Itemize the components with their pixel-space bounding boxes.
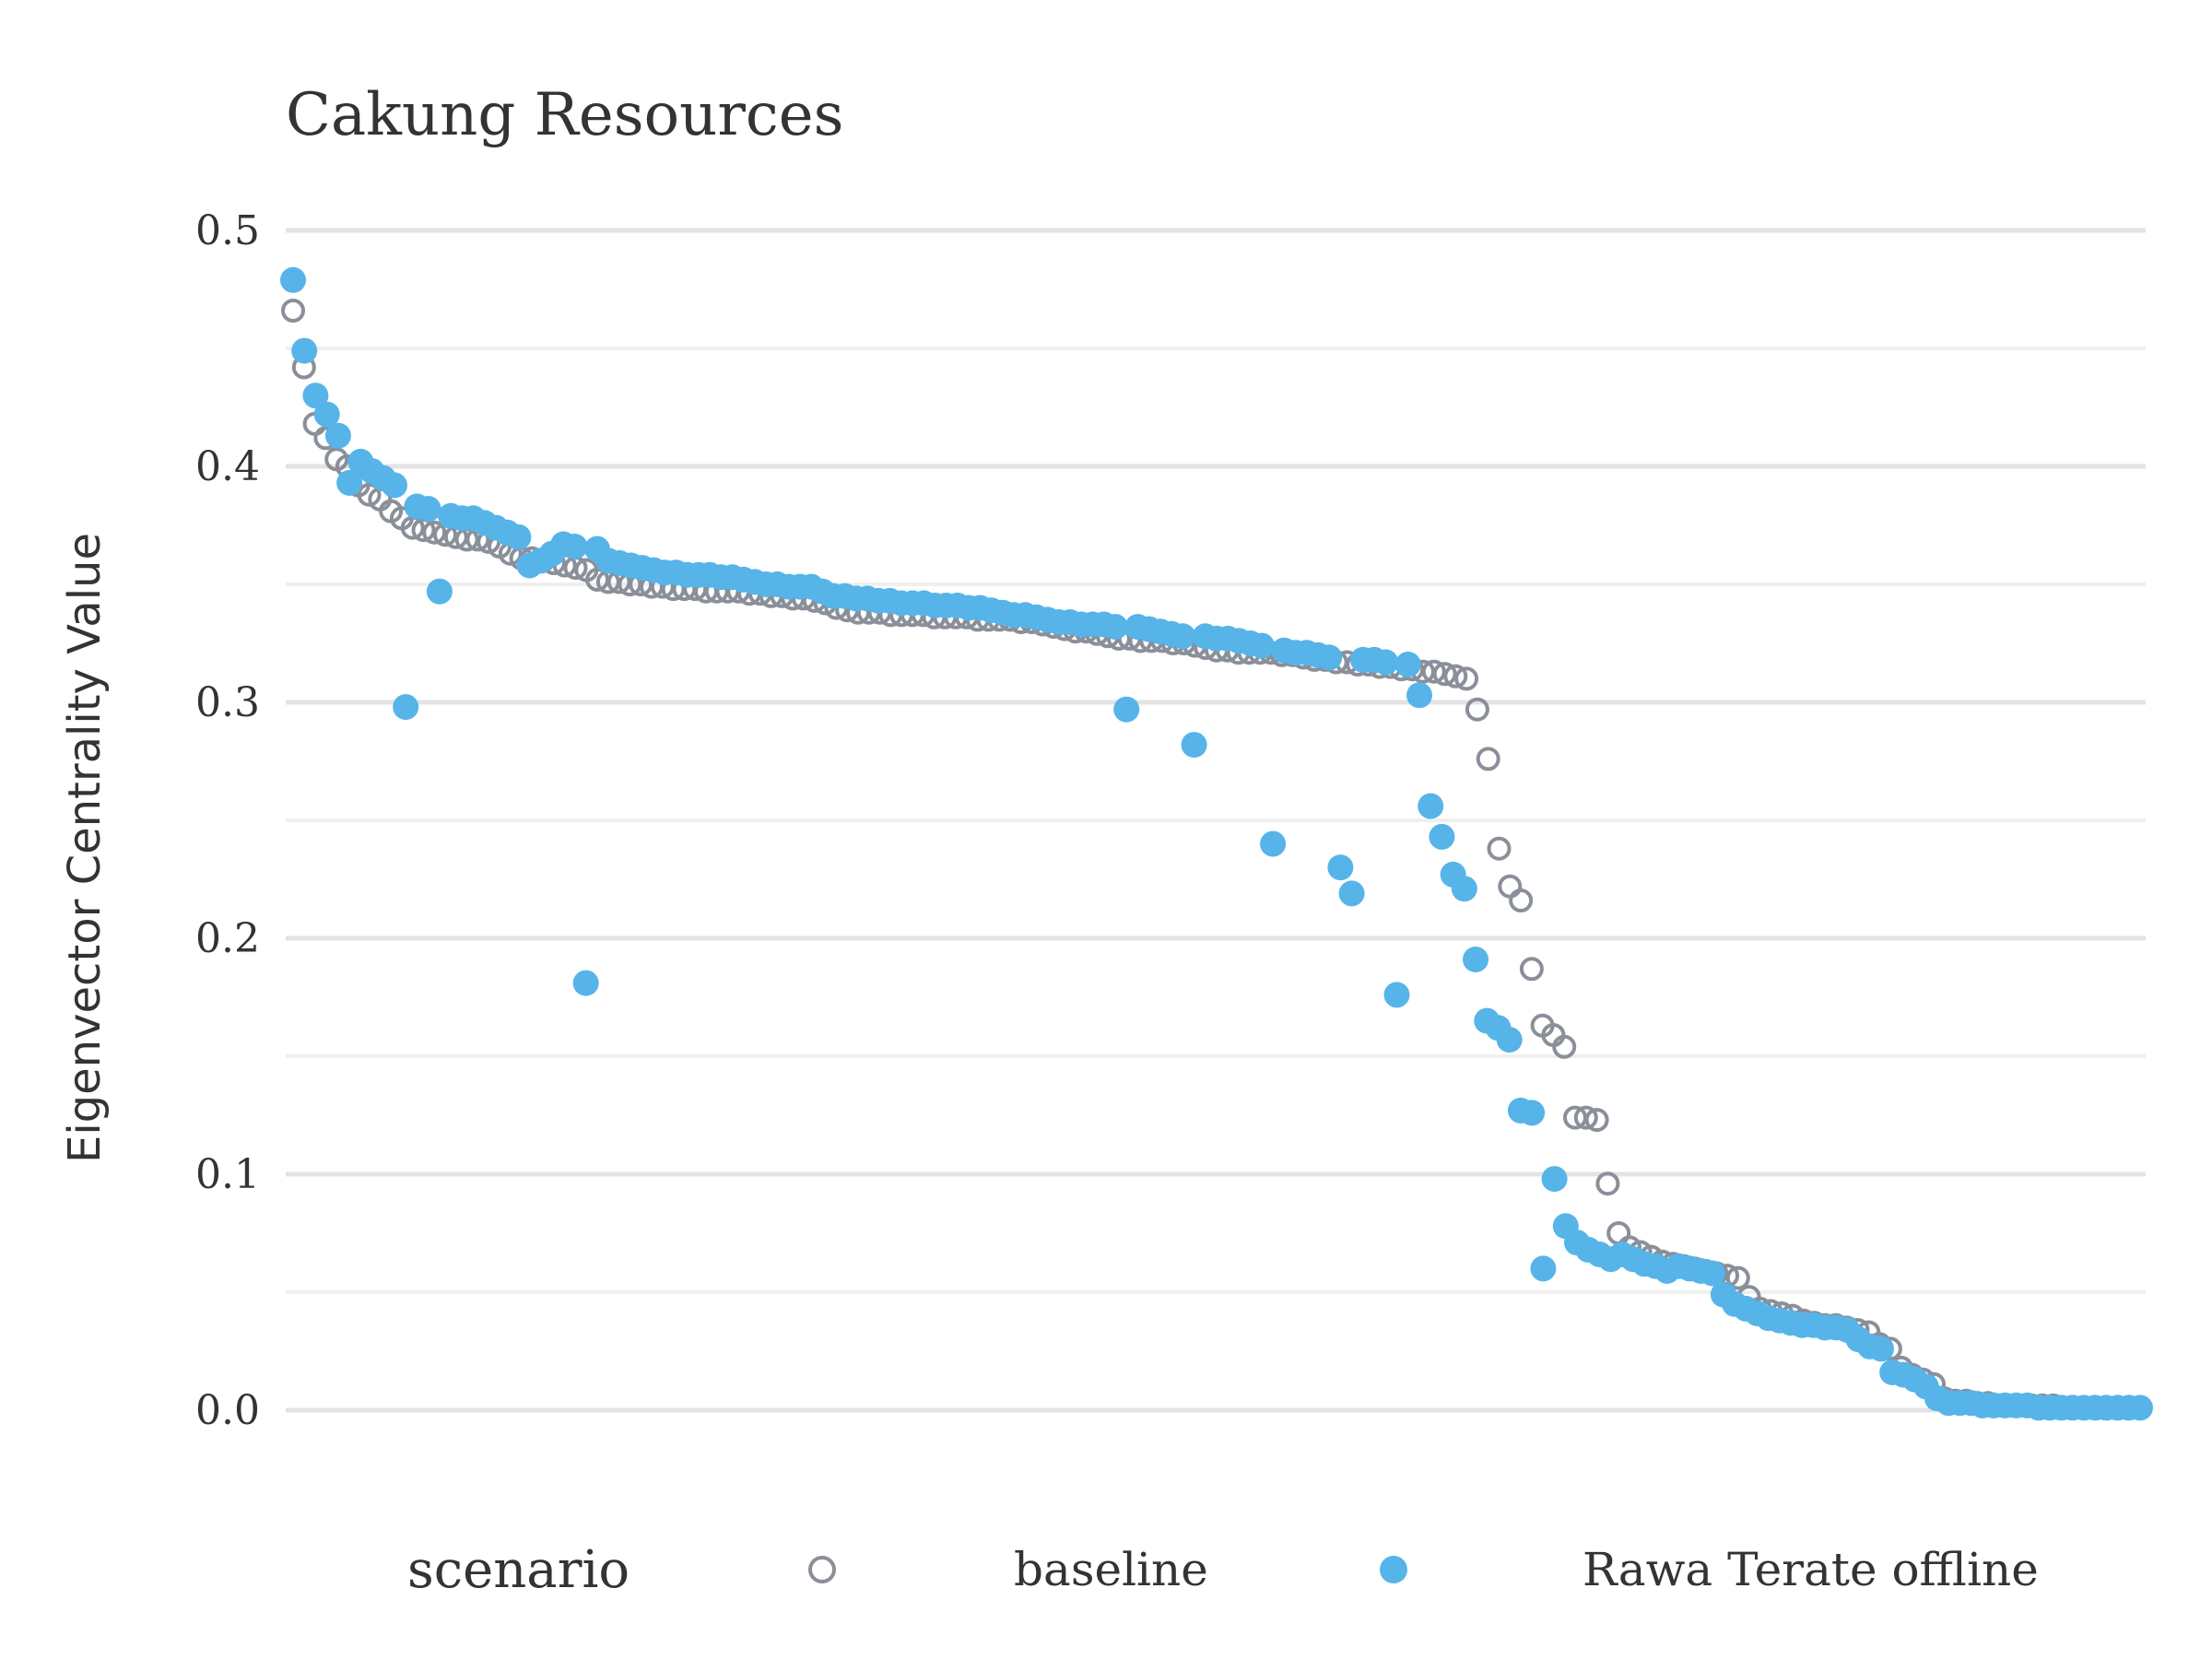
offline-point	[324, 422, 351, 449]
offline-point	[382, 472, 407, 499]
offline-point	[1530, 1255, 1557, 1282]
offline-point	[426, 578, 453, 605]
offline-point	[1372, 649, 1399, 676]
offline-point	[1418, 793, 1444, 819]
offline-point	[1327, 854, 1354, 881]
legend-offline-marker	[1380, 1556, 1407, 1583]
y-tick-label: 0.3	[195, 679, 260, 726]
baseline-point	[1519, 957, 1544, 982]
offline-point	[1429, 823, 1455, 850]
gridlines	[286, 228, 2146, 1413]
offline-point	[1406, 682, 1432, 709]
offline-point	[1316, 644, 1343, 671]
baseline-point	[1421, 659, 1446, 684]
baseline-point	[1443, 664, 1468, 688]
baseline-point	[422, 520, 447, 545]
baseline-point	[1725, 1265, 1750, 1290]
baseline-point	[1552, 1034, 1577, 1059]
offline-point	[572, 970, 599, 996]
baseline-point	[1476, 747, 1500, 771]
baseline-point	[1487, 836, 1512, 861]
baseline-point	[1595, 1171, 1620, 1196]
baseline-point	[1584, 1108, 1609, 1133]
y-tick-label: 0.0	[195, 1387, 260, 1434]
offline-point	[1170, 623, 1196, 650]
baseline-point	[1454, 666, 1479, 691]
baseline-point	[1465, 697, 1489, 722]
offline-point	[1248, 632, 1275, 659]
offline-point	[280, 266, 306, 293]
y-axis-label: Eigenvector Centrality Value	[59, 533, 111, 1163]
chart-title: Cakung Resources	[286, 81, 843, 149]
offline-point	[415, 496, 441, 523]
offline-point	[1541, 1166, 1568, 1193]
offline-point	[336, 469, 363, 496]
offline-point	[1394, 652, 1421, 677]
offline-point	[1338, 880, 1365, 907]
y-tick-label: 0.2	[195, 915, 260, 962]
baseline-point	[1498, 874, 1523, 899]
offline-point	[1868, 1335, 1894, 1362]
offline-series-points	[280, 266, 2153, 1421]
offline-point	[302, 382, 329, 409]
y-tick-label: 0.4	[195, 443, 260, 490]
offline-point	[393, 694, 419, 721]
baseline-point	[1509, 888, 1534, 912]
baseline-point	[1606, 1221, 1631, 1245]
offline-point	[1181, 732, 1207, 759]
offline-point	[2127, 1394, 2153, 1421]
legend-baseline-marker	[808, 1556, 836, 1583]
offline-point	[1260, 830, 1287, 857]
offline-point	[561, 534, 588, 559]
legend-offline-label: Rawa Terate offline	[1583, 1543, 2039, 1596]
offline-point	[505, 524, 532, 550]
offline-point	[1383, 982, 1410, 1008]
offline-point	[1519, 1100, 1546, 1126]
legend-baseline-label: baseline	[1014, 1543, 1208, 1596]
baseline-point	[357, 482, 382, 507]
y-tick-label: 0.5	[195, 207, 260, 254]
offline-point	[1102, 614, 1128, 641]
offline-point	[291, 337, 318, 364]
offline-point	[1463, 947, 1488, 972]
legend-title: scenario	[407, 1540, 629, 1600]
offline-point	[1113, 696, 1140, 723]
baseline-point	[281, 299, 305, 323]
y-axis-ticks: 0.0 0.1 0.2 0.3 0.4 0.5	[195, 207, 260, 1434]
offline-point	[1496, 1027, 1523, 1053]
offline-point	[1699, 1260, 1725, 1287]
legend: scenario baseline Rawa Terate offline	[407, 1540, 2039, 1600]
y-tick-label: 0.1	[195, 1151, 260, 1198]
offline-point	[313, 401, 340, 428]
offline-point	[1451, 876, 1477, 902]
baseline-point	[1432, 662, 1457, 687]
baseline-point	[1573, 1105, 1598, 1130]
